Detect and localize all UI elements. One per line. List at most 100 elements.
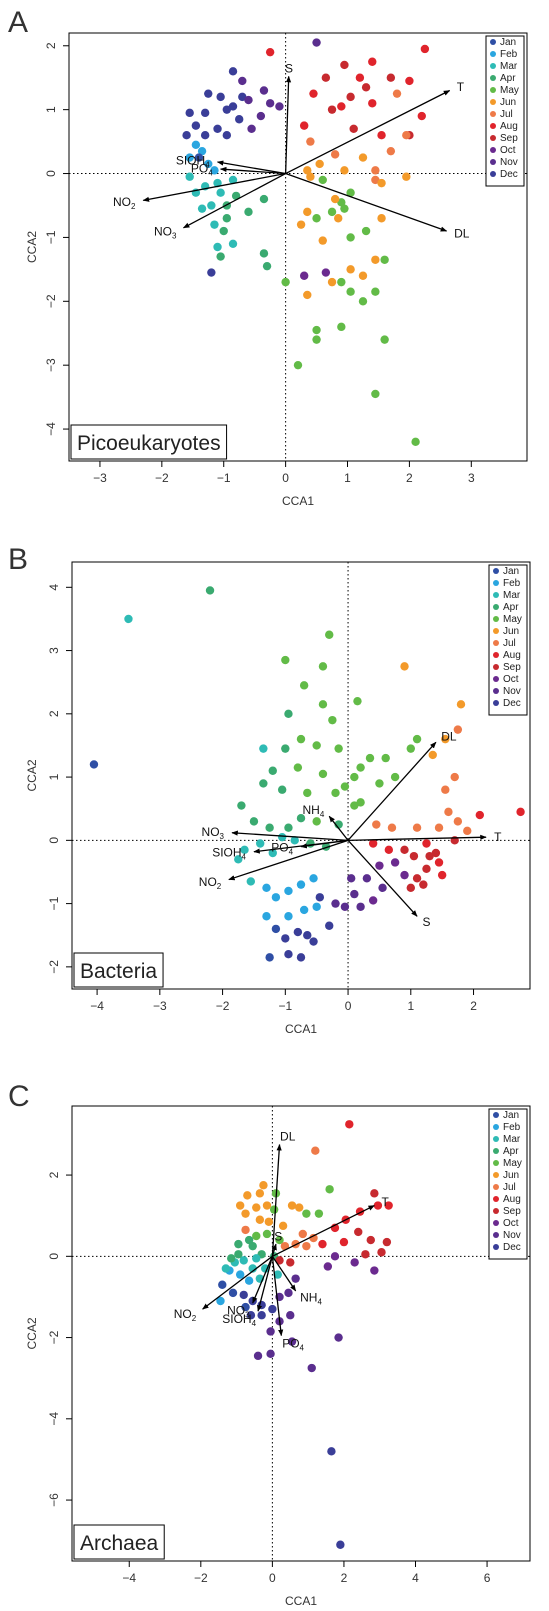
vector-label: PO4 — [282, 1336, 304, 1352]
data-point — [210, 220, 219, 229]
data-point — [228, 175, 238, 185]
data-point — [456, 700, 466, 709]
data-point — [268, 848, 277, 858]
group-name: Archaea — [80, 1532, 159, 1555]
data-point — [330, 1252, 340, 1261]
legend-label: Dec — [503, 1242, 521, 1253]
y-tick-label: 0 — [47, 1253, 61, 1260]
data-point — [244, 1235, 254, 1245]
legend-marker — [493, 1220, 499, 1226]
data-point — [318, 236, 327, 245]
x-axis-label: CCA1 — [282, 494, 314, 508]
data-point — [390, 858, 400, 867]
data-point — [248, 1264, 257, 1273]
y-tick-label: −1 — [47, 896, 61, 910]
legend-marker — [493, 1148, 499, 1154]
vector-arrow — [285, 89, 451, 175]
data-point — [296, 220, 306, 229]
data-point — [411, 437, 420, 447]
data-point — [248, 1241, 257, 1251]
legend-label: Feb — [503, 1122, 521, 1133]
data-point — [256, 111, 266, 121]
data-point — [284, 1288, 293, 1298]
data-point — [368, 57, 377, 66]
vector-label: DL — [280, 1130, 296, 1144]
vector-label: NO3 — [202, 825, 225, 841]
data-point — [387, 823, 397, 832]
data-point — [284, 709, 293, 719]
data-points — [216, 1120, 393, 1549]
vector-label: NO3 — [227, 1303, 250, 1319]
data-point — [303, 207, 312, 217]
data-point — [281, 655, 290, 665]
legend-marker — [493, 652, 499, 658]
x-tick-label: 0 — [345, 999, 352, 1013]
vector-label: SIOH4 — [212, 846, 246, 862]
data-point — [434, 823, 444, 832]
data-point — [327, 207, 337, 217]
x-axis-label: CCA1 — [285, 1022, 317, 1036]
data-point — [259, 86, 269, 95]
legend-label: Nov — [503, 686, 521, 697]
y-tick-label: 2 — [47, 1171, 61, 1178]
x-tick-label: −4 — [90, 999, 104, 1013]
data-point — [412, 734, 422, 744]
data-point — [299, 681, 309, 690]
data-point — [378, 883, 387, 892]
data-point — [239, 1256, 248, 1265]
data-point — [291, 1274, 300, 1283]
data-point — [339, 1237, 349, 1247]
x-tick-label: 3 — [468, 471, 475, 485]
data-point — [475, 810, 485, 820]
legend-marker — [493, 640, 499, 646]
vector-arrow — [285, 172, 448, 232]
data-point — [400, 845, 409, 855]
data-point — [380, 255, 389, 264]
data-point — [370, 1189, 379, 1198]
panel-letter: A — [8, 6, 28, 39]
legend-label: Jul — [500, 109, 513, 120]
data-point — [373, 1201, 383, 1210]
data-point — [356, 763, 365, 772]
data-point — [216, 92, 225, 102]
data-point — [453, 725, 463, 734]
data-point — [314, 1209, 324, 1218]
vector-label: PO4 — [191, 162, 213, 178]
data-point — [252, 1254, 261, 1263]
data-point — [255, 1215, 265, 1224]
data-point — [299, 905, 309, 915]
data-point — [346, 287, 355, 296]
data-point — [204, 159, 213, 169]
data-point — [346, 233, 355, 242]
data-point — [444, 807, 453, 817]
data-point — [302, 1241, 311, 1251]
data-point — [228, 239, 238, 249]
legend-marker — [490, 63, 496, 69]
x-tick-label: −3 — [93, 471, 107, 485]
data-point — [280, 1241, 290, 1251]
data-point — [185, 172, 194, 181]
data-point — [293, 927, 303, 937]
legend-marker — [490, 171, 496, 177]
data-point — [441, 785, 450, 794]
data-point — [124, 614, 133, 624]
data-point — [327, 105, 337, 114]
data-point — [228, 1288, 238, 1298]
legend-marker — [493, 1232, 499, 1238]
legend-label: Dec — [503, 698, 521, 709]
data-point — [252, 1231, 261, 1241]
legend-label: Nov — [503, 1230, 521, 1241]
data-point — [253, 1351, 263, 1361]
plot-frame — [71, 561, 531, 990]
name-box-frame — [73, 952, 164, 988]
data-point — [275, 102, 284, 111]
data-point — [191, 121, 201, 130]
data-point — [380, 335, 389, 344]
data-point — [255, 1189, 265, 1198]
data-point — [222, 131, 232, 140]
legend-marker — [490, 135, 496, 141]
data-point — [334, 744, 343, 753]
data-point — [392, 89, 402, 98]
vector-label: SIOH4 — [222, 1312, 256, 1328]
